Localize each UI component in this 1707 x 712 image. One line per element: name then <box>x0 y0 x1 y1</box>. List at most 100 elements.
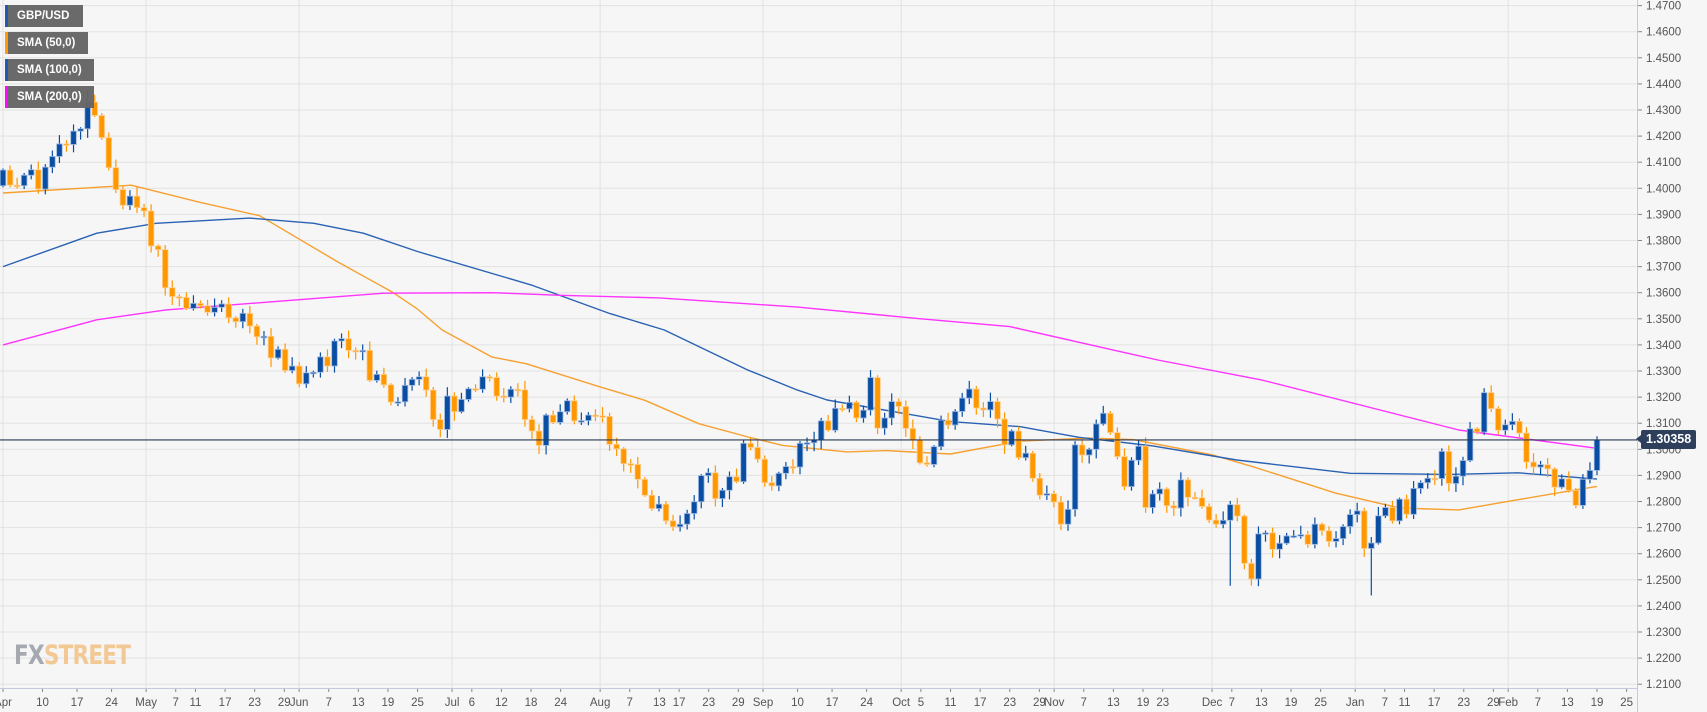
candle-body <box>1248 562 1255 580</box>
candle-bearish <box>1325 526 1333 547</box>
candle-body <box>408 378 416 386</box>
candle-body <box>1466 428 1474 461</box>
x-tick-label: 23 <box>1457 697 1470 709</box>
x-tick-label: 12 <box>495 697 508 709</box>
candle-body <box>987 401 994 411</box>
candle-body <box>1332 538 1340 542</box>
candle-body <box>91 101 98 116</box>
candle-body <box>281 348 289 371</box>
candle-bearish <box>1523 427 1530 469</box>
candle-body <box>1339 526 1347 539</box>
candle-bearish <box>1361 507 1368 557</box>
candle-body <box>70 130 77 145</box>
candle-body <box>183 296 190 309</box>
candle-bearish <box>140 203 148 217</box>
x-tick-label: 23 <box>1003 697 1016 709</box>
candle-bearish <box>1530 453 1537 475</box>
x-tick-label: 17 <box>1428 697 1441 709</box>
x-tick-label: 13 <box>1255 697 1268 709</box>
candle-body <box>726 476 733 491</box>
candle-bullish <box>1100 405 1107 426</box>
candle-body <box>1290 535 1297 538</box>
candle-bullish <box>317 352 324 378</box>
candle-body <box>42 166 49 190</box>
legend-color-swatch <box>5 86 8 108</box>
candle-body <box>430 389 437 420</box>
candle-bearish <box>768 476 775 491</box>
y-tick-label: 1.2800 <box>1646 497 1681 509</box>
candle-body <box>1276 542 1283 550</box>
candle-bearish <box>1107 410 1114 435</box>
candle-bullish <box>479 369 486 393</box>
candle-bearish <box>1269 527 1276 558</box>
candle-bearish <box>1001 412 1008 454</box>
y-tick-label: 1.2700 <box>1646 523 1681 535</box>
candle-body <box>1085 448 1093 456</box>
candle-body <box>486 376 493 379</box>
candle-bullish <box>937 415 945 451</box>
candle-bearish <box>606 412 613 451</box>
y-tick-label: 1.2600 <box>1646 549 1681 561</box>
candle-body <box>1163 488 1170 507</box>
candle-body <box>232 317 239 323</box>
candle-body <box>966 388 973 399</box>
candle-bullish <box>966 380 973 405</box>
candle-bearish <box>1205 503 1213 523</box>
candle-body <box>888 401 895 419</box>
candle-bullish <box>1579 474 1587 509</box>
candle-body <box>1368 542 1375 549</box>
candle-body <box>493 377 500 397</box>
legend-sma-50[interactable]: SMA (50,0) <box>5 32 88 54</box>
candle-bearish <box>1248 558 1255 586</box>
candle-bullish <box>1262 530 1269 542</box>
candle-body <box>719 489 726 500</box>
candle-body <box>571 400 578 422</box>
candle-bearish <box>1234 497 1241 522</box>
candle-body <box>909 428 917 441</box>
candle-bullish <box>70 124 77 153</box>
x-tick-label: 29 <box>278 697 291 709</box>
candle-bearish <box>789 459 797 474</box>
candle-bearish <box>1304 530 1312 548</box>
legend-gbpusd[interactable]: GBP/USD <box>5 5 83 27</box>
x-tick-label: 25 <box>411 697 424 709</box>
legend-sma-200[interactable]: SMA (200,0) <box>5 86 94 108</box>
legend-sma-100[interactable]: SMA (100,0) <box>5 59 94 81</box>
candle-body <box>1445 450 1453 484</box>
candle-body <box>387 384 395 403</box>
candle-body <box>1107 412 1114 433</box>
candle-body <box>1382 507 1389 517</box>
y-tick-label: 1.2200 <box>1646 653 1681 665</box>
candle-body <box>465 388 472 400</box>
candle-bearish <box>133 187 141 213</box>
candle-bullish <box>415 371 423 386</box>
candle-body <box>1078 444 1086 456</box>
candle-body <box>1438 450 1446 479</box>
candle-body <box>1184 479 1192 498</box>
x-tick-label: 19 <box>382 697 395 709</box>
candle-bullish <box>331 338 338 373</box>
candle-bullish <box>1219 511 1227 529</box>
candle-bearish <box>1241 514 1248 570</box>
candle-bullish <box>1043 485 1051 500</box>
candle-bearish <box>902 400 909 437</box>
candle-body <box>359 349 366 353</box>
candle-bearish <box>1572 487 1580 509</box>
candle-bearish <box>1565 471 1572 493</box>
candle-body <box>1283 535 1290 544</box>
candle-bullish <box>465 387 472 402</box>
candle-bearish <box>853 400 860 423</box>
x-tick-label: 7 <box>1535 697 1541 709</box>
candle-body <box>1593 439 1601 471</box>
candles <box>0 90 1601 596</box>
candle-bearish <box>98 113 105 140</box>
candle-bullish <box>458 392 465 414</box>
candle-bullish <box>683 509 691 530</box>
candle-bearish <box>1551 467 1558 497</box>
candle-body <box>260 335 268 339</box>
candle-bullish <box>20 172 28 190</box>
y-axis[interactable]: 1.2100 1.2200 1.2300 1.2400 1.2500 1.2600 1.27… <box>1637 0 1681 712</box>
candle-body <box>683 513 691 525</box>
x-axis[interactable]: Apr101724May711172329Jun7131925Jul612182… <box>0 688 1637 709</box>
